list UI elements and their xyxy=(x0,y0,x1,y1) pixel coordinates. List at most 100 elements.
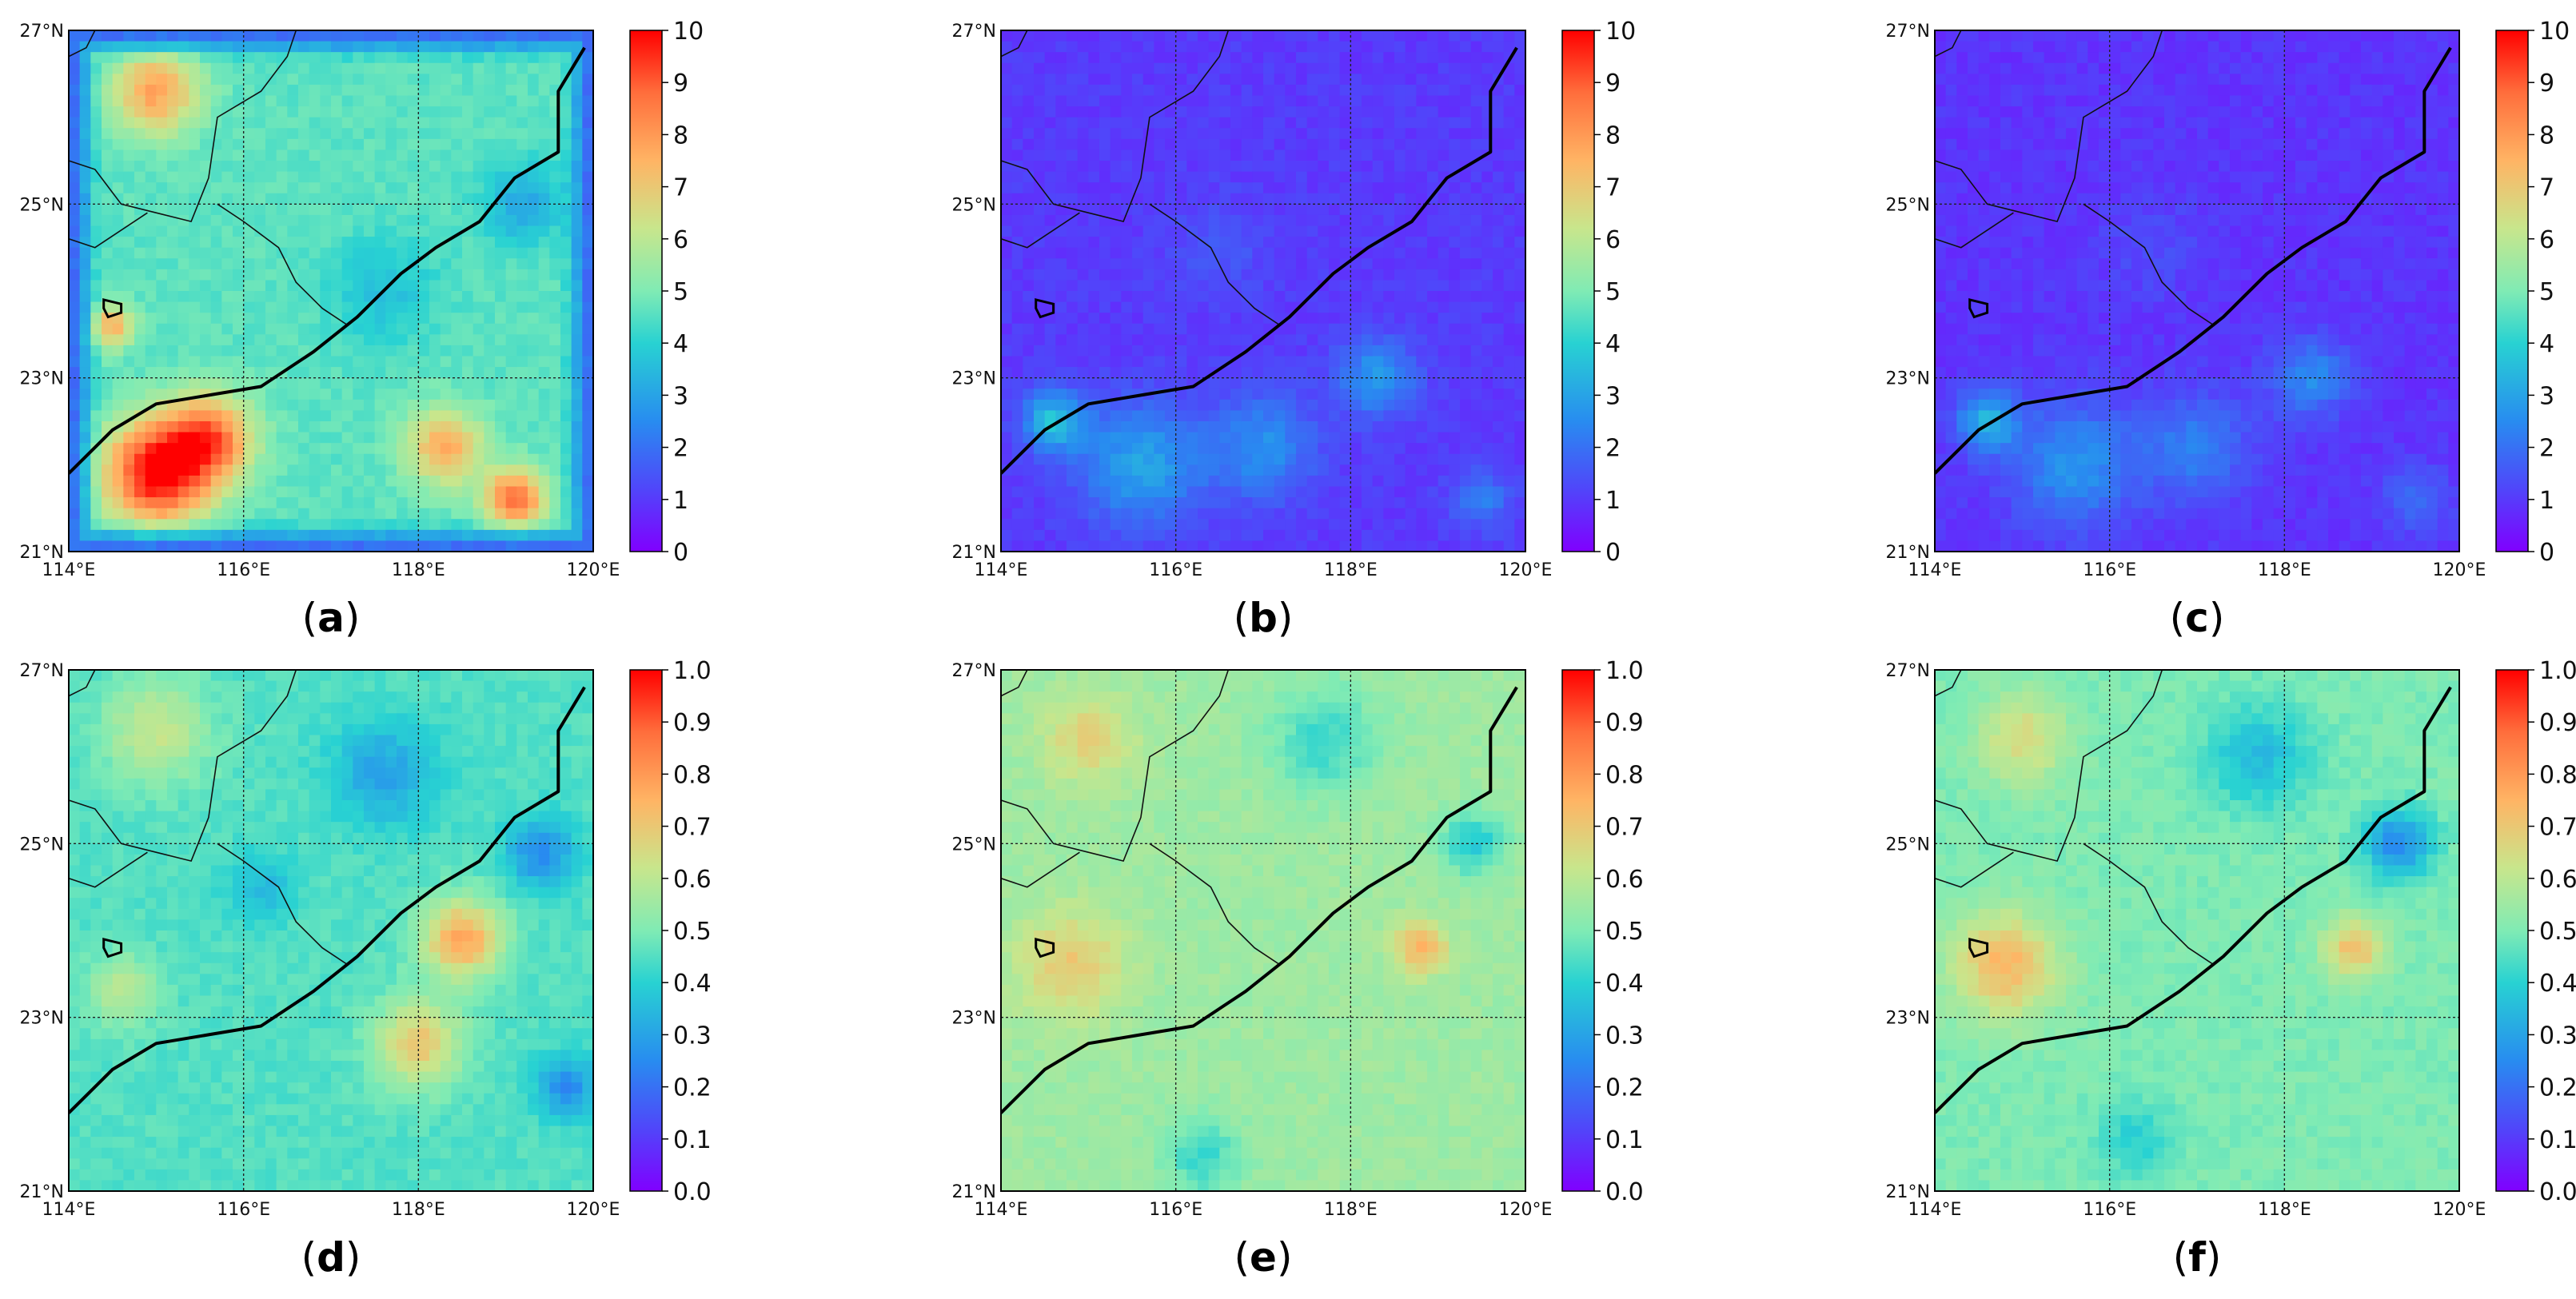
heat-cell xyxy=(1956,95,1968,107)
heat-cell xyxy=(200,540,212,552)
heat-cell xyxy=(495,323,507,335)
heat-cell xyxy=(210,345,222,357)
heat-cell xyxy=(582,497,593,509)
heat-cell xyxy=(177,486,189,498)
heat-cell xyxy=(1514,313,1525,325)
heat-cell xyxy=(549,410,561,422)
heat-cell xyxy=(1978,84,1990,97)
heat-cell xyxy=(123,225,135,237)
heat-cell xyxy=(1296,247,1308,259)
heat-cell xyxy=(484,280,496,292)
heat-cell xyxy=(571,225,583,237)
heat-cell xyxy=(145,519,157,531)
heat-cell xyxy=(505,389,517,400)
heat-cell xyxy=(484,334,496,346)
heat-cell xyxy=(1514,149,1525,161)
heat-cell xyxy=(1405,247,1417,259)
heat-cell xyxy=(1493,128,1505,140)
heat-cell xyxy=(1405,356,1417,368)
heat-cell xyxy=(1935,334,1947,346)
heat-cell xyxy=(1285,367,1297,379)
heat-cell xyxy=(353,453,365,465)
heat-cell xyxy=(1230,74,1242,86)
heat-cell xyxy=(254,106,266,118)
heat-cell xyxy=(1329,237,1341,249)
heat-cell xyxy=(1252,52,1264,64)
heat-cell xyxy=(1044,62,1056,74)
heat-cell xyxy=(1427,519,1439,531)
heat-cell xyxy=(1241,432,1253,444)
heat-cell xyxy=(1186,269,1198,281)
heat-cell xyxy=(1110,464,1122,476)
heat-cell xyxy=(418,204,430,216)
heat-cell xyxy=(1514,62,1525,74)
heat-cell xyxy=(1318,356,1330,368)
heat-cell xyxy=(374,182,386,194)
heat-cell xyxy=(571,30,583,42)
heat-cell xyxy=(451,41,463,53)
heat-cell xyxy=(2000,84,2012,97)
heat-cell xyxy=(112,486,124,498)
heat-cell xyxy=(309,128,321,140)
heat-cell xyxy=(560,41,572,53)
heat-cell xyxy=(1142,30,1154,42)
heat-cell xyxy=(1405,367,1417,379)
heat-cell xyxy=(1099,52,1111,64)
heat-cell xyxy=(582,182,593,194)
heat-cell xyxy=(69,182,81,194)
heat-cell xyxy=(397,399,409,412)
heat-cell xyxy=(1142,280,1154,292)
heat-cell xyxy=(1449,258,1461,270)
heat-cell xyxy=(79,432,91,444)
heat-cell xyxy=(1989,161,2001,173)
heat-cell xyxy=(1989,258,2001,270)
heat-cell xyxy=(1274,95,1286,107)
heat-cell xyxy=(1470,258,1482,270)
heat-cell xyxy=(1154,399,1166,412)
heat-cell xyxy=(145,421,157,433)
heat-cell xyxy=(1121,453,1133,465)
heat-cell xyxy=(320,443,332,455)
heat-cell xyxy=(484,117,496,129)
heat-cell xyxy=(1208,421,1220,433)
heat-cell xyxy=(473,508,484,520)
heat-cell xyxy=(1165,74,1177,86)
heat-cell xyxy=(265,182,277,194)
heat-cell xyxy=(243,161,255,173)
heat-cell xyxy=(1285,280,1297,292)
heat-cell xyxy=(407,138,419,151)
heat-cell xyxy=(1339,356,1351,368)
heat-cell xyxy=(1142,214,1154,227)
heat-cell xyxy=(189,106,201,118)
heat-cell xyxy=(298,269,310,281)
heat-cell xyxy=(1503,74,1515,86)
heat-cell xyxy=(1023,410,1035,422)
heat-cell xyxy=(528,204,540,216)
heat-cell xyxy=(221,237,233,249)
heat-cell xyxy=(1394,356,1406,368)
heat-cell xyxy=(1427,367,1439,379)
heat-cell xyxy=(123,247,135,259)
heat-cell xyxy=(1252,313,1264,325)
heat-cell xyxy=(364,323,376,335)
heat-cell xyxy=(571,529,583,542)
heat-cell xyxy=(560,182,572,194)
heat-cell xyxy=(1416,453,1428,465)
heat-cell xyxy=(451,540,463,552)
heat-cell xyxy=(1142,182,1154,194)
heat-cell xyxy=(265,399,277,412)
heat-cell xyxy=(1067,453,1079,465)
heat-cell xyxy=(221,95,233,107)
heat-cell xyxy=(1394,117,1406,129)
heat-cell xyxy=(1034,497,1046,509)
heat-cell xyxy=(233,30,245,42)
heat-cell xyxy=(1175,475,1187,488)
heat-cell xyxy=(528,519,540,531)
heat-cell xyxy=(341,171,353,183)
heat-cell xyxy=(145,313,157,325)
heat-cell xyxy=(1034,280,1046,292)
heat-cell xyxy=(1142,508,1154,520)
heat-cell xyxy=(189,540,201,552)
heat-cell xyxy=(1142,497,1154,509)
heat-cell xyxy=(243,74,255,86)
